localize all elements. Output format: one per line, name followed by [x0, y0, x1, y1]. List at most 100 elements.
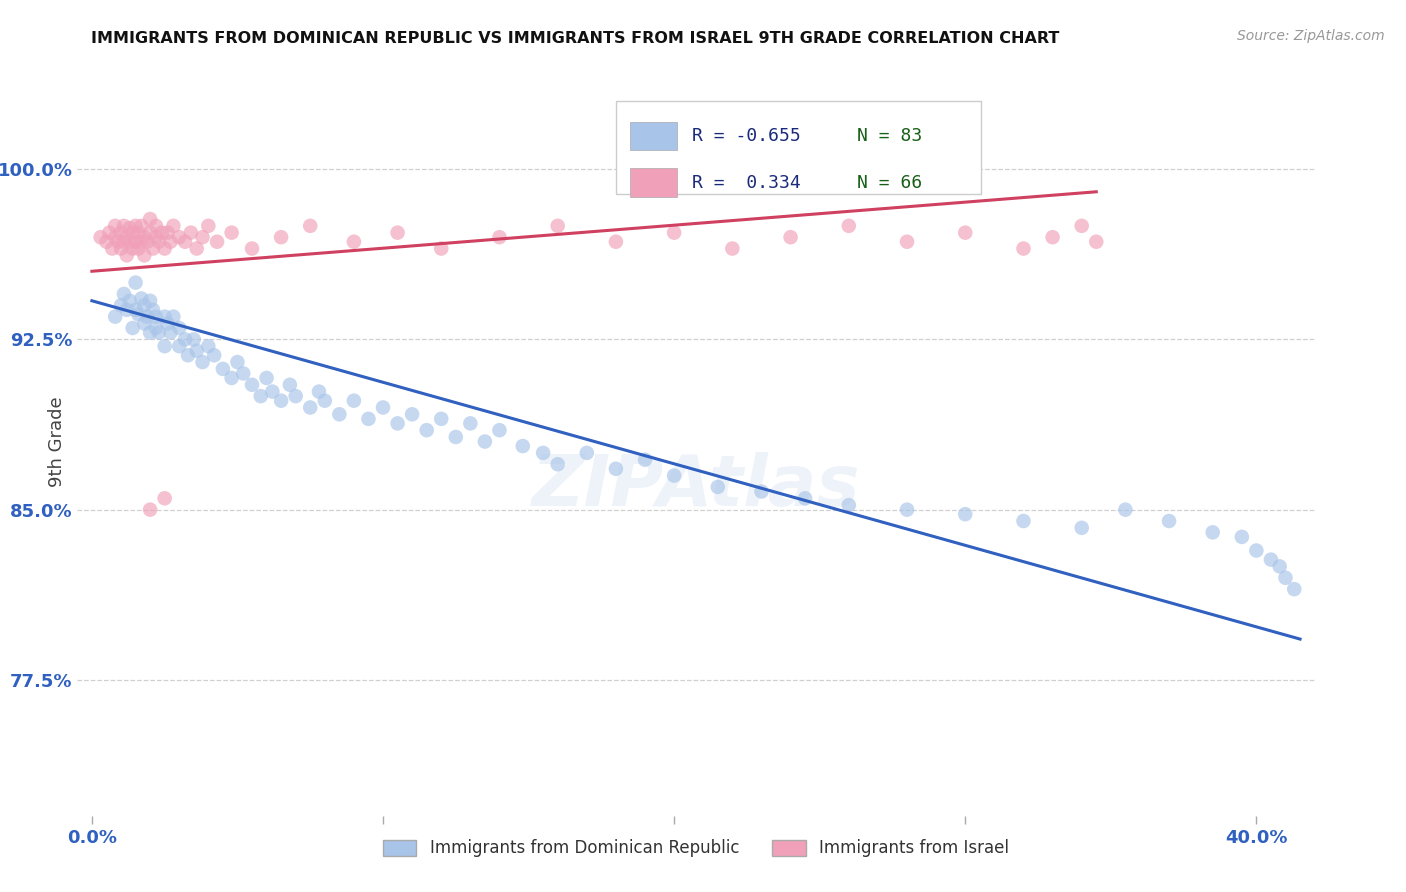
Point	[159, 326, 181, 340]
Point	[118, 221, 141, 235]
Point	[460, 417, 482, 431]
Point	[115, 230, 138, 244]
Point	[343, 235, 366, 249]
Point	[167, 230, 190, 244]
Point	[145, 230, 167, 244]
Point	[131, 235, 153, 249]
Point	[256, 371, 278, 385]
Point	[232, 367, 254, 381]
Point	[270, 393, 292, 408]
Point	[167, 339, 190, 353]
Point	[430, 242, 453, 256]
Point	[131, 292, 153, 306]
Point	[156, 226, 179, 240]
Point	[142, 302, 165, 317]
Point	[401, 407, 423, 421]
Point	[150, 226, 173, 240]
Y-axis label: 9th Grade: 9th Grade	[48, 396, 66, 487]
Point	[139, 226, 162, 240]
Point	[104, 310, 127, 324]
Text: N = 66: N = 66	[856, 174, 922, 192]
Point	[531, 446, 554, 460]
Point	[186, 343, 208, 358]
Point	[371, 401, 394, 415]
Point	[284, 389, 307, 403]
Point	[112, 235, 135, 249]
Point	[121, 226, 143, 240]
Point	[148, 235, 170, 249]
Point	[121, 321, 143, 335]
Point	[212, 362, 235, 376]
Point	[110, 242, 132, 256]
Point	[167, 321, 190, 335]
Point	[110, 226, 132, 240]
Point	[357, 412, 380, 426]
Point	[838, 498, 860, 512]
Point	[121, 242, 143, 256]
Point	[707, 480, 730, 494]
Point	[662, 226, 685, 240]
Point	[1012, 514, 1035, 528]
Point	[1246, 543, 1268, 558]
Point	[118, 235, 141, 249]
Point	[1012, 242, 1035, 256]
Point	[1114, 502, 1136, 516]
Legend: Immigrants from Dominican Republic, Immigrants from Israel: Immigrants from Dominican Republic, Immi…	[377, 833, 1015, 864]
Point	[112, 287, 135, 301]
Text: IMMIGRANTS FROM DOMINICAN REPUBLIC VS IMMIGRANTS FROM ISRAEL 9TH GRADE CORRELATI: IMMIGRANTS FROM DOMINICAN REPUBLIC VS IM…	[91, 31, 1060, 46]
Point	[142, 242, 165, 256]
Point	[118, 293, 141, 308]
Text: R =  0.334: R = 0.334	[692, 174, 801, 192]
Point	[415, 423, 437, 437]
Point	[197, 219, 219, 233]
Point	[343, 393, 366, 408]
Point	[308, 384, 330, 399]
Point	[547, 219, 569, 233]
Point	[605, 462, 627, 476]
Text: R = -0.655: R = -0.655	[692, 127, 801, 145]
Point	[299, 401, 322, 415]
Point	[96, 235, 118, 249]
Point	[110, 298, 132, 312]
Point	[127, 242, 149, 256]
Point	[249, 389, 271, 403]
Point	[90, 230, 112, 244]
Point	[262, 384, 284, 399]
Point	[430, 412, 453, 426]
Point	[174, 235, 197, 249]
Point	[162, 219, 184, 233]
Point	[139, 326, 162, 340]
Point	[1230, 530, 1253, 544]
Point	[124, 219, 146, 233]
Point	[153, 310, 176, 324]
Point	[1085, 235, 1108, 249]
FancyBboxPatch shape	[616, 101, 980, 194]
Point	[575, 446, 598, 460]
Point	[474, 434, 496, 449]
Point	[1202, 525, 1225, 540]
Point	[278, 377, 301, 392]
Point	[145, 310, 167, 324]
Point	[115, 248, 138, 262]
Point	[127, 307, 149, 321]
Point	[145, 321, 167, 335]
Point	[721, 242, 744, 256]
Point	[131, 219, 153, 233]
Point	[1274, 571, 1296, 585]
Point	[136, 235, 159, 249]
Point	[328, 407, 350, 421]
Point	[751, 484, 773, 499]
Point	[270, 230, 292, 244]
Point	[104, 219, 127, 233]
Point	[191, 355, 214, 369]
Point	[896, 502, 918, 516]
Point	[221, 226, 243, 240]
FancyBboxPatch shape	[630, 169, 678, 197]
Point	[145, 219, 167, 233]
Point	[124, 302, 146, 317]
Point	[1157, 514, 1180, 528]
Point	[186, 242, 208, 256]
Point	[794, 491, 817, 506]
Point	[896, 235, 918, 249]
Point	[115, 302, 138, 317]
